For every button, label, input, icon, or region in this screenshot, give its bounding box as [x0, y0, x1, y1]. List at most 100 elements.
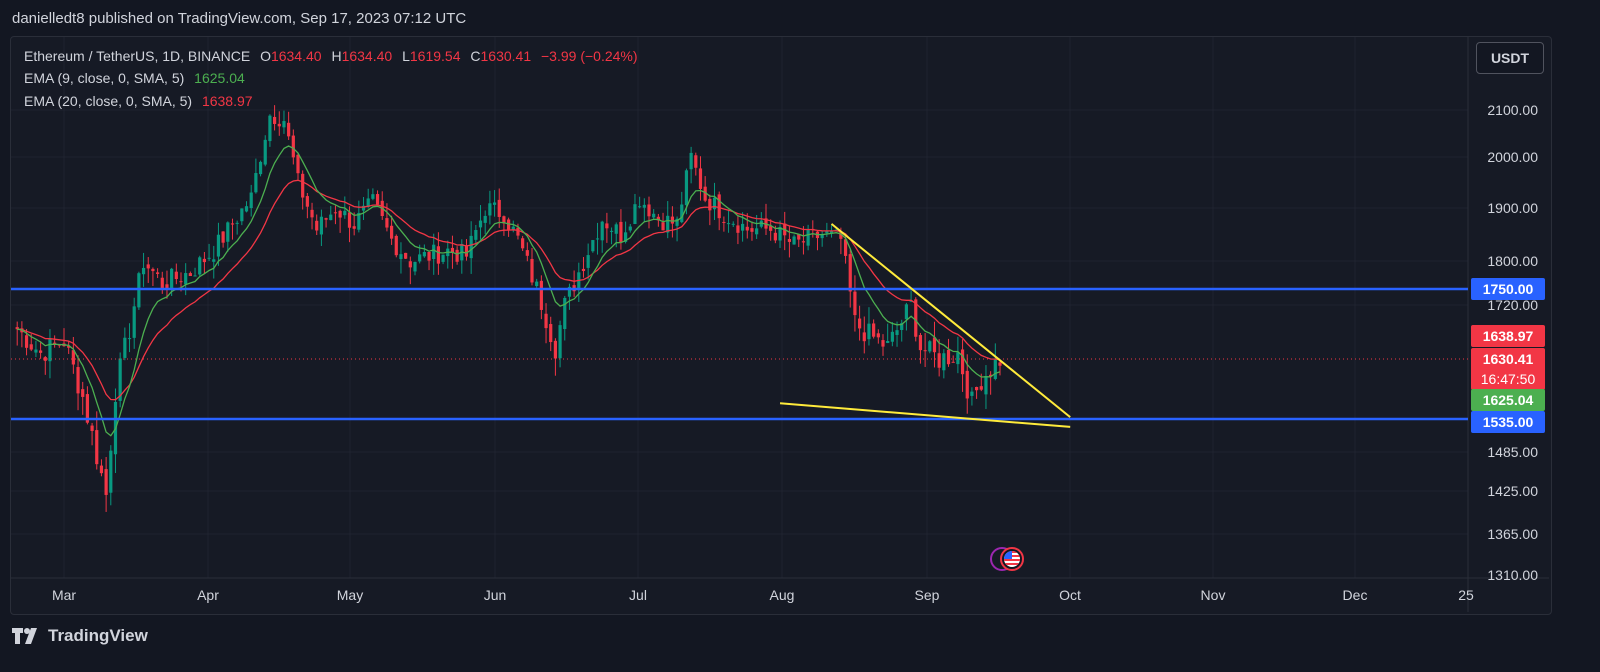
candle	[525, 250, 529, 256]
candle	[895, 330, 899, 335]
tradingview-logo-icon	[12, 628, 37, 644]
candle	[839, 231, 843, 239]
candle	[81, 389, 85, 397]
candle	[876, 333, 880, 338]
candle	[647, 204, 651, 217]
us-flag-event-icon[interactable]	[990, 546, 1026, 572]
price-label-text: 1535.00	[1483, 414, 1534, 430]
candle	[277, 123, 281, 127]
candle	[516, 227, 520, 236]
candle	[586, 255, 590, 268]
candle	[755, 228, 759, 235]
candle	[85, 394, 89, 423]
candle	[661, 222, 665, 231]
legend-ema9-row[interactable]: EMA (9, close, 0, SMA, 5) 1625.04	[24, 70, 245, 86]
y-tick-label: 1310.00	[1487, 567, 1538, 583]
candle	[39, 350, 43, 353]
candle	[745, 226, 749, 231]
candle	[881, 340, 885, 347]
candle	[675, 218, 679, 226]
candle	[951, 361, 955, 363]
candle	[221, 231, 225, 243]
candle	[329, 214, 333, 221]
candle	[230, 223, 235, 225]
candle	[872, 323, 876, 337]
candle	[165, 284, 169, 289]
trendline	[779, 402, 1071, 428]
candle	[502, 216, 506, 224]
candle	[937, 353, 941, 368]
candle	[352, 226, 356, 229]
y-tick-label: 1900.00	[1487, 200, 1538, 216]
candle	[801, 241, 806, 243]
candle	[717, 194, 721, 219]
candle	[90, 425, 94, 431]
tradingview-logo[interactable]: TradingView	[12, 626, 148, 646]
candle	[53, 342, 57, 344]
candle	[179, 281, 183, 283]
candle	[216, 234, 221, 257]
candle	[825, 231, 829, 234]
candle	[118, 358, 122, 401]
candle	[450, 247, 455, 253]
candle	[371, 194, 375, 199]
y-tick-label: 2100.00	[1487, 102, 1538, 118]
candle	[282, 121, 286, 128]
candle	[712, 197, 717, 210]
candle	[998, 362, 1002, 366]
chart-pane[interactable]	[10, 36, 1552, 615]
candle	[670, 216, 674, 224]
candle	[137, 273, 141, 308]
candle	[656, 216, 660, 221]
candle	[609, 230, 614, 232]
legend-change: −3.99 (−0.24%)	[541, 48, 638, 64]
candle	[263, 139, 267, 165]
candle	[614, 224, 618, 234]
candle	[48, 339, 52, 362]
candle	[577, 272, 581, 290]
candle	[567, 286, 572, 297]
candle	[886, 340, 890, 343]
candle	[193, 275, 197, 277]
candle	[333, 212, 338, 214]
candle	[619, 221, 623, 243]
candle	[642, 204, 646, 208]
legend-high-value: 1634.40	[341, 48, 393, 64]
x-tick-label: Jun	[484, 587, 507, 603]
candle	[338, 210, 342, 218]
candle	[900, 323, 904, 330]
candle	[469, 235, 473, 259]
candle	[946, 349, 951, 365]
candle	[188, 273, 192, 276]
candle	[680, 204, 684, 223]
candle	[539, 280, 543, 310]
candle	[226, 222, 230, 242]
candle	[235, 222, 239, 224]
candle	[741, 223, 745, 231]
candle	[993, 359, 997, 379]
price-label-badge	[1471, 325, 1545, 347]
candle	[301, 173, 305, 198]
candle	[553, 340, 557, 359]
candle	[291, 135, 295, 158]
candle	[207, 257, 211, 259]
legend-ema20-value: 1638.97	[201, 93, 253, 109]
legend-ema20-row[interactable]: EMA (20, close, 0, SMA, 5) 1638.97	[24, 93, 253, 109]
candle	[666, 215, 670, 233]
legend-low-label: L	[402, 48, 410, 64]
candle	[722, 221, 726, 223]
candle	[492, 202, 497, 205]
legend-open-value: 1634.40	[270, 48, 322, 64]
x-tick-label: Mar	[52, 587, 76, 603]
candle	[853, 291, 857, 316]
legend-low-value: 1619.54	[409, 48, 461, 64]
candle	[867, 323, 871, 340]
legend-symbol[interactable]: Ethereum / TetherUS, 1D, BINANCE	[24, 48, 251, 64]
candle	[127, 338, 132, 340]
candle	[361, 205, 366, 211]
candle	[464, 245, 469, 257]
currency-button[interactable]: USDT	[1476, 42, 1544, 74]
candle	[544, 313, 548, 329]
candle	[15, 327, 19, 330]
